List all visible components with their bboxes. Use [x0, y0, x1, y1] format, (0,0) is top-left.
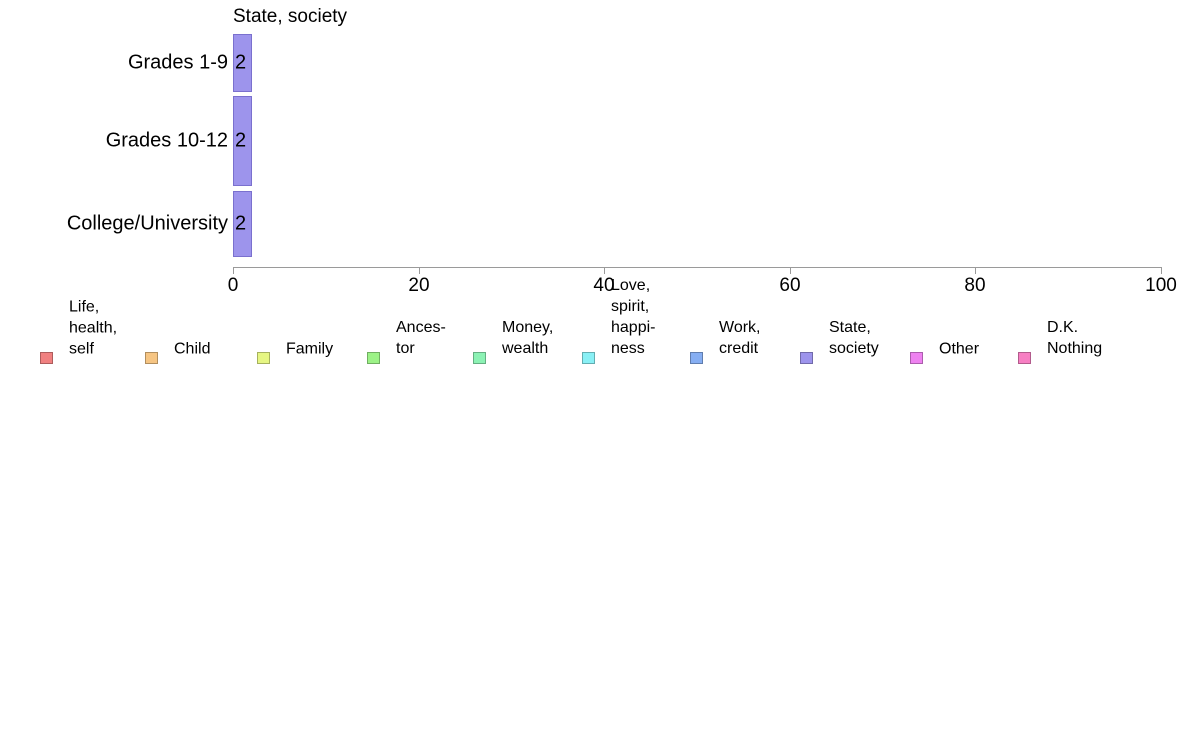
legend-swatch-icon — [367, 352, 380, 364]
bar-value-label: 2 — [235, 129, 247, 152]
x-tick-label: 80 — [964, 275, 986, 296]
x-tick-label: 100 — [1145, 275, 1177, 296]
x-tick-label: 0 — [227, 275, 239, 296]
legend-label: Life, health, self — [69, 298, 118, 357]
bar: 2 — [233, 96, 252, 186]
legend-label: Work, credit — [719, 319, 761, 357]
x-tick-mark — [419, 267, 420, 274]
x-tick-mark — [790, 267, 791, 274]
legend-label: Money, wealth — [502, 319, 554, 357]
legend-swatch-icon — [910, 352, 923, 364]
legend-label: Family — [286, 340, 334, 357]
legend-swatch-icon — [257, 352, 270, 364]
x-tick-label: 60 — [779, 275, 801, 296]
legend-swatch-icon — [690, 352, 703, 364]
x-tick-mark — [1161, 267, 1162, 274]
bar-value-label: 2 — [235, 51, 247, 74]
x-tick-mark — [975, 267, 976, 274]
legend-label: Love, spirit, happi- ness — [611, 277, 656, 357]
legend-swatch-icon — [800, 352, 813, 364]
legend-swatch-icon — [582, 352, 595, 364]
category-label: College/University — [66, 212, 228, 235]
category-label: Grades 10-12 — [105, 129, 228, 152]
x-tick-mark — [604, 267, 605, 274]
bar: 2 — [233, 34, 252, 92]
bar: 2 — [233, 191, 252, 257]
legend-label: Other — [939, 340, 980, 357]
legend-swatch-icon — [1018, 352, 1031, 364]
x-tick-label: 40 — [593, 275, 615, 296]
x-axis-line — [233, 267, 1162, 268]
legend-label: D.K. Nothing — [1047, 319, 1103, 357]
legend-swatch-icon — [473, 352, 486, 364]
legend-swatch-icon — [145, 352, 158, 364]
legend-label: Child — [174, 340, 211, 357]
bar-value-label: 2 — [235, 212, 247, 235]
chart-title: State, society — [233, 6, 348, 27]
legend-label: Ances- tor — [396, 319, 446, 357]
x-tick-mark — [233, 267, 234, 274]
legend-swatch-icon — [40, 352, 53, 364]
legend-label: State, society — [829, 319, 879, 357]
x-tick-label: 20 — [408, 275, 430, 296]
category-label: Grades 1-9 — [127, 51, 228, 74]
